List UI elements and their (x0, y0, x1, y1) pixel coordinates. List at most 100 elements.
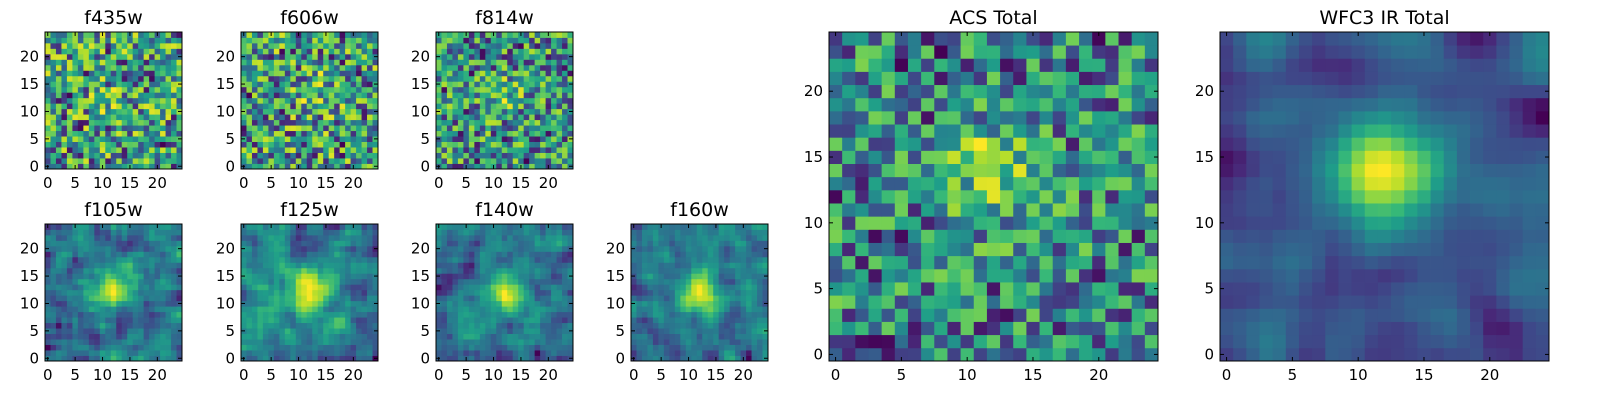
heatmap-cell (562, 37, 568, 44)
heatmap-cell (479, 147, 486, 153)
heatmap-cell (921, 268, 935, 283)
heatmap-cell (960, 282, 975, 296)
heatmap-cell (121, 152, 128, 159)
heatmap-cell (463, 42, 470, 49)
heatmap-cell (268, 256, 275, 263)
heatmap-cell (658, 234, 665, 241)
heatmap-cell (507, 70, 514, 77)
heatmap-cell (356, 92, 362, 99)
heatmap-cell (246, 64, 253, 71)
heatmap-cell (160, 92, 166, 99)
heatmap-cell (50, 234, 57, 241)
heatmap-cell (718, 289, 725, 296)
heatmap-cell (479, 295, 486, 302)
heatmap-cell (1092, 268, 1106, 283)
heatmap-cell (1079, 216, 1093, 230)
heatmap-cell (55, 311, 62, 318)
x-tick-label: 10 (484, 366, 503, 384)
heatmap-cell (284, 306, 291, 313)
y-tick-label: 5 (615, 322, 625, 340)
heatmap-cell (262, 158, 269, 164)
heatmap-cell (77, 284, 84, 291)
heatmap-cell (669, 350, 676, 356)
heatmap-cell (138, 163, 145, 170)
heatmap-cell (345, 311, 351, 318)
heatmap-cell (328, 152, 335, 159)
heatmap-cell (907, 321, 922, 336)
heatmap-cell (334, 158, 341, 164)
heatmap-cell (562, 75, 568, 82)
heatmap-cell (154, 42, 161, 49)
heatmap-cell (301, 119, 308, 126)
heatmap-cell (345, 284, 351, 291)
heatmap-cell (529, 278, 536, 285)
heatmap-cell (262, 224, 269, 230)
heatmap-cell (452, 322, 459, 329)
heatmap-cell (171, 256, 177, 263)
heatmap-cell (567, 86, 574, 93)
heatmap-cell (724, 350, 731, 356)
heatmap-cell (165, 251, 172, 258)
heatmap-cell (518, 256, 525, 263)
heatmap-cell (257, 86, 264, 93)
heatmap-cell (176, 295, 183, 302)
heatmap-cell (372, 158, 379, 164)
heatmap-cell (345, 322, 351, 329)
heatmap-cell (143, 267, 150, 274)
heatmap-cell (61, 64, 68, 71)
heatmap-cell (83, 355, 90, 362)
heatmap-cell (55, 152, 62, 159)
heatmap-cell (746, 256, 752, 263)
heatmap-cell (350, 147, 357, 153)
heatmap-cell (441, 289, 448, 296)
heatmap-cell (496, 81, 503, 88)
heatmap-cell (50, 103, 57, 110)
heatmap-cell (490, 295, 497, 302)
heatmap-cell (339, 234, 346, 241)
heatmap-cell (1065, 334, 1080, 349)
heatmap-cell (367, 92, 373, 99)
heatmap-cell (99, 267, 106, 274)
heatmap-cell (707, 245, 714, 252)
heatmap-cell (436, 267, 442, 274)
heatmap-cell (907, 242, 922, 257)
heatmap-cell (707, 256, 714, 263)
y-tick-label: 10 (20, 294, 39, 312)
heatmap-cell (696, 350, 703, 356)
heatmap-cell (83, 251, 90, 258)
heatmap-cell (268, 119, 275, 126)
heatmap-cell (921, 229, 935, 243)
heatmap-cell (241, 86, 247, 93)
heatmap-cell (562, 92, 568, 99)
heatmap-cell (334, 350, 341, 356)
y-tick-label: 0 (225, 157, 235, 175)
heatmap-cell (61, 317, 68, 324)
heatmap-cell (545, 103, 552, 110)
heatmap-cell (652, 333, 659, 340)
heatmap-cell (702, 355, 709, 362)
heatmap-cell (367, 152, 373, 159)
heatmap-cell (241, 114, 247, 121)
heatmap-cell (441, 64, 448, 71)
heatmap-cell (751, 333, 758, 340)
heatmap-cell (116, 97, 123, 104)
heatmap-cell (707, 311, 714, 318)
heatmap-cell (77, 152, 84, 159)
heatmap-cell (149, 267, 155, 274)
heatmap-cell (116, 306, 123, 313)
heatmap-cell (290, 32, 297, 38)
heatmap-cell (512, 53, 519, 60)
heatmap-cell (149, 53, 155, 60)
heatmap-cell (441, 224, 448, 230)
heatmap-cell (116, 284, 123, 291)
heatmap-cell (246, 42, 253, 49)
heatmap-cell (143, 32, 150, 38)
heatmap-cell (110, 262, 117, 269)
heatmap-cell (707, 322, 714, 329)
heatmap-cell (350, 289, 357, 296)
heatmap-cell (751, 278, 758, 285)
heatmap-cell (1118, 282, 1133, 296)
heatmap-cell (562, 355, 568, 362)
heatmap-cell (540, 245, 546, 252)
heatmap-cell (77, 42, 84, 49)
